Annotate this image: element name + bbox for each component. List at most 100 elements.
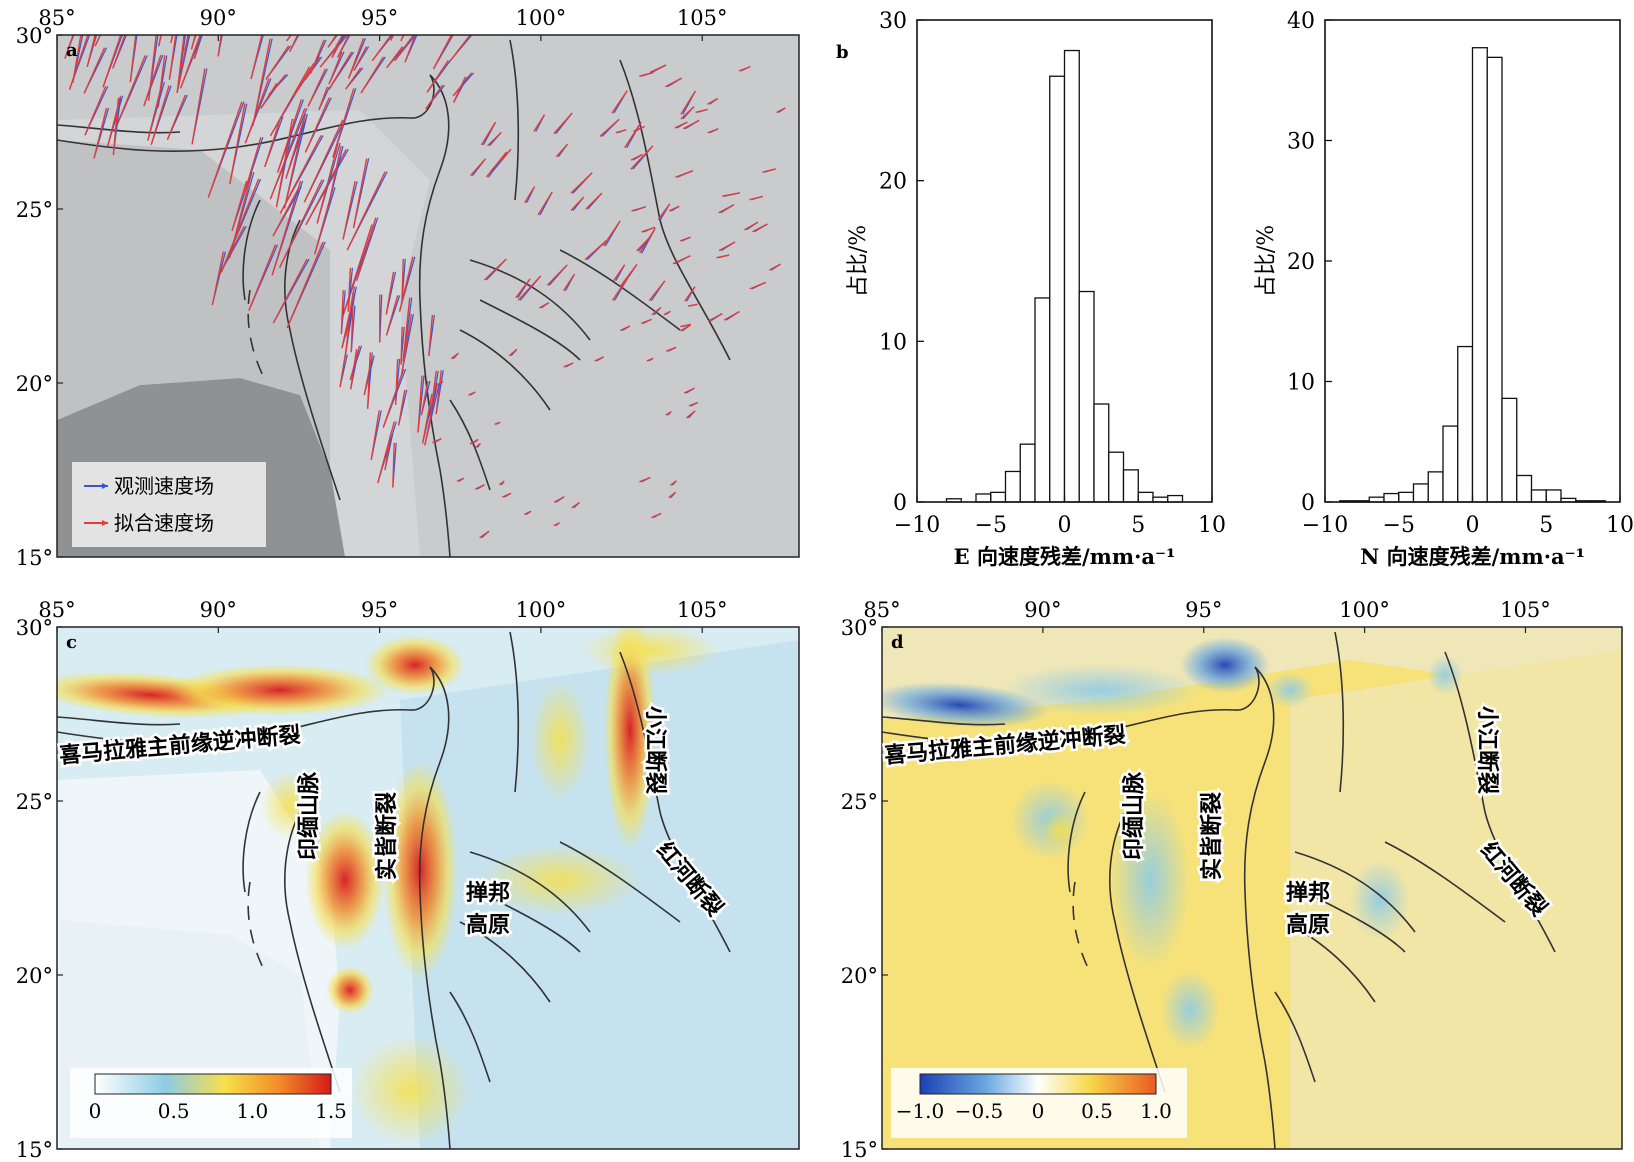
x-tick-label: −10 — [894, 513, 940, 538]
histogram-bar — [1443, 426, 1458, 502]
histogram-bar — [1124, 470, 1139, 502]
colorbar-c-tick-2: 1.0 — [236, 1099, 268, 1123]
label-shan-2: 高原 — [466, 912, 510, 938]
histogram-bar — [1094, 404, 1109, 502]
histogram-bar — [1517, 475, 1532, 502]
x-tick-label: 5 — [1539, 513, 1553, 538]
histogram-bar — [1079, 292, 1094, 502]
y-tick-label: 30 — [1287, 130, 1315, 155]
x-tick-label: −5 — [975, 513, 1007, 538]
histogram-bar — [1168, 496, 1183, 502]
histogram-bar — [1546, 490, 1561, 502]
colorbar-d: −1.0 −0.5 0 0.5 1.0 — [891, 1068, 1187, 1138]
histogram-bar — [1399, 492, 1414, 502]
colorbar-d-tick-3: 0.5 — [1081, 1099, 1113, 1123]
lon-tick-label: 95° — [361, 598, 398, 622]
histogram-bar — [1532, 490, 1547, 502]
lat-tick-label: 25° — [16, 790, 53, 814]
panel-a-map: a 观测速度场 拟合速度场 85°90°95°100°105°30°25°20°… — [16, 0, 799, 570]
histogram-bar — [1502, 398, 1517, 502]
panel-letter-b: b — [836, 42, 849, 63]
panel-letter-d: d — [891, 632, 904, 653]
histogram-bar — [1035, 298, 1050, 502]
y-axis-label: 占比/% — [1254, 225, 1279, 297]
x-tick-label: −5 — [1383, 513, 1415, 538]
lat-tick-label: 20° — [841, 964, 878, 988]
y-tick-label: 20 — [879, 170, 907, 195]
legend-a: 观测速度场 拟合速度场 — [72, 462, 266, 547]
lon-tick-label: 90° — [200, 598, 237, 622]
histogram-bar — [976, 494, 991, 502]
lon-tick-label: 105° — [1500, 598, 1551, 622]
lat-tick-label: 20° — [16, 964, 53, 988]
legend-fitted: 拟合速度场 — [114, 511, 214, 535]
label-shan-1: 掸邦 — [1286, 880, 1330, 906]
histogram-bar — [1020, 444, 1035, 502]
lat-tick-label: 30° — [841, 616, 878, 640]
colorbar-c-gradient — [95, 1074, 331, 1094]
x-tick-label: 0 — [1466, 513, 1480, 538]
label-sagaing: 实皆断裂 — [374, 792, 400, 880]
lon-tick-label: 95° — [361, 6, 398, 30]
colorbar-c-tick-3: 1.5 — [315, 1099, 347, 1123]
lon-tick-label: 95° — [1185, 598, 1222, 622]
lat-tick-label: 15° — [16, 546, 53, 570]
x-tick-label: 10 — [1198, 513, 1226, 538]
x-axis-label: N 向速度残差/mm·a⁻¹ — [1360, 544, 1585, 569]
colorbar-d-tick-2: 0 — [1032, 1099, 1045, 1123]
x-tick-label: 10 — [1606, 513, 1634, 538]
colorbar-d-tick-1: −0.5 — [955, 1099, 1004, 1123]
lat-tick-label: 25° — [16, 198, 53, 222]
lon-tick-label: 105° — [677, 6, 728, 30]
x-axis-label: E 向速度残差/mm·a⁻¹ — [954, 544, 1176, 569]
lon-tick-label: 100° — [516, 598, 567, 622]
lon-tick-label: 90° — [200, 6, 237, 30]
lat-tick-label: 30° — [16, 24, 53, 48]
y-tick-label: 10 — [1287, 371, 1315, 396]
histogram-bar — [1473, 48, 1488, 502]
y-tick-label: 30 — [879, 9, 907, 34]
colorbar-c: 0 0.5 1.0 1.5 — [70, 1068, 352, 1138]
lat-tick-label: 30° — [16, 616, 53, 640]
x-tick-label: −10 — [1302, 513, 1348, 538]
histogram-bar — [1384, 494, 1399, 502]
panel-b-histograms: b −10 −5 0 5 10 0 10 20 30 E 向速度残差/mm·a⁻¹ 占比/% −10… — [836, 9, 1634, 569]
label-indo-burma: 印缅山脉 — [296, 771, 322, 860]
colorbar-d-tick-0: −1.0 — [896, 1099, 945, 1123]
lat-tick-label: 15° — [16, 1138, 53, 1158]
lat-tick-label: 15° — [841, 1138, 878, 1158]
lon-tick-label: 105° — [677, 598, 728, 622]
histogram-bar — [1487, 57, 1502, 502]
y-tick-label: 0 — [1301, 491, 1315, 516]
y-tick-label: 10 — [879, 330, 907, 355]
histogram-east-residual: −10 −5 0 5 10 0 10 20 30 E 向速度残差/mm·a⁻¹ 占比/% — [846, 9, 1226, 569]
y-axis-label: 占比/% — [846, 225, 871, 297]
x-tick-label: 5 — [1131, 513, 1145, 538]
lon-tick-label: 100° — [1339, 598, 1390, 622]
histogram-bar — [1050, 76, 1065, 502]
legend-observed: 观测速度场 — [114, 474, 214, 498]
panel-letter-c: c — [66, 632, 77, 653]
label-xiaojiang: 小江断裂 — [642, 706, 668, 794]
histogram-bar — [1138, 492, 1153, 502]
label-shan-1: 掸邦 — [466, 880, 510, 906]
x-tick-label: 0 — [1058, 513, 1072, 538]
panel-letter-a: a — [66, 40, 78, 61]
label-sagaing: 实皆断裂 — [1199, 792, 1225, 880]
label-shan-2: 高原 — [1286, 912, 1330, 938]
lon-tick-label: 100° — [516, 6, 567, 30]
lat-tick-label: 20° — [16, 372, 53, 396]
y-tick-label: 0 — [893, 491, 907, 516]
colorbar-c-tick-1: 0.5 — [158, 1099, 190, 1123]
histogram-bar — [1006, 471, 1021, 502]
histogram-bar — [1458, 347, 1473, 502]
colorbar-d-gradient — [920, 1074, 1156, 1094]
lon-tick-label: 90° — [1024, 598, 1061, 622]
colorbar-c-tick-0: 0 — [89, 1099, 102, 1123]
colorbar-d-tick-4: 1.0 — [1140, 1099, 1172, 1123]
y-tick-label: 20 — [1287, 250, 1315, 275]
histogram-bar — [1109, 452, 1124, 502]
lat-tick-label: 25° — [841, 790, 878, 814]
